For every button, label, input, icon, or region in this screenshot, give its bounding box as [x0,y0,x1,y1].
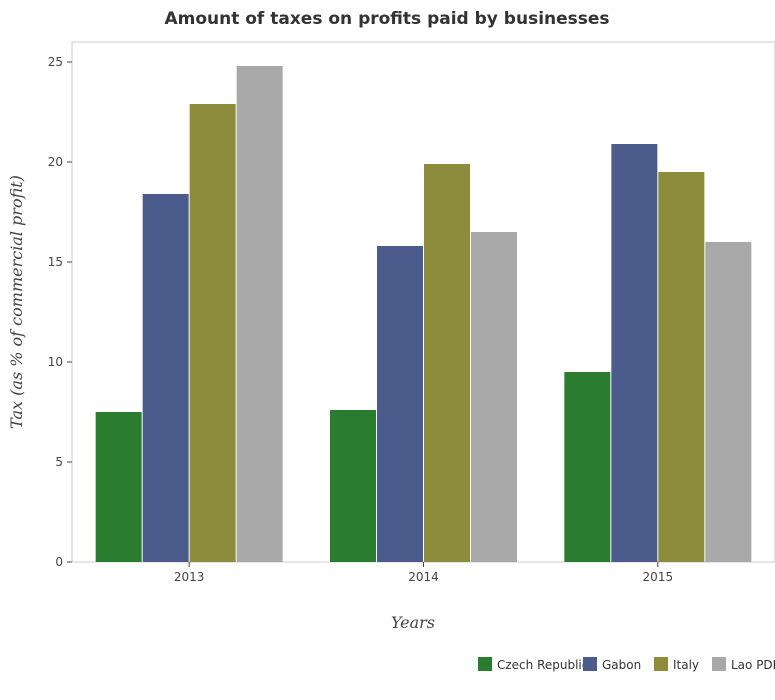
y-tick-label: 5 [55,455,63,469]
y-axis-label: Tax (as % of commercial profit) [7,175,26,429]
bar-czech-republic-2015 [564,372,611,562]
legend-label: Czech Republic [497,658,588,672]
legend-swatch [478,657,492,671]
legend-label: Lao PDR [731,658,775,672]
legend-label: Gabon [602,658,641,672]
y-tick-label: 0 [55,555,63,569]
x-axis-ticks: 2013 2014 2015 [174,562,673,584]
legend-swatch [654,657,668,671]
legend-swatch [712,657,726,671]
y-tick-label: 15 [48,255,63,269]
y-tick-label: 25 [48,55,63,69]
x-tick-label: 2015 [643,570,674,584]
bars [95,66,752,562]
legend-swatch [583,657,597,671]
bar-italy-2013 [189,104,236,562]
legend-label: Italy [673,658,699,672]
chart-title: Amount of taxes on profits paid by busin… [164,9,609,29]
bar-gabon-2014 [377,246,423,562]
x-tick-label: 2013 [174,570,205,584]
bar-lao-pdr-2014 [471,232,517,562]
bar-czech-republic-2013 [95,412,142,562]
bar-italy-2015 [658,172,705,562]
x-tick-label: 2014 [408,570,439,584]
bar-italy-2014 [424,164,470,562]
bar-lao-pdr-2015 [705,242,752,562]
bar-gabon-2015 [611,144,658,562]
bar-czech-republic-2014 [330,410,376,562]
x-axis-label: Years [391,613,435,632]
legend: Czech Republic Gabon Italy Lao PDR [478,657,775,672]
y-axis-ticks: 0 5 10 15 20 25 [48,55,72,569]
bar-lao-pdr-2013 [236,66,283,562]
y-tick-label: 20 [48,155,63,169]
bar-gabon-2013 [142,194,189,562]
y-tick-label: 10 [48,355,63,369]
